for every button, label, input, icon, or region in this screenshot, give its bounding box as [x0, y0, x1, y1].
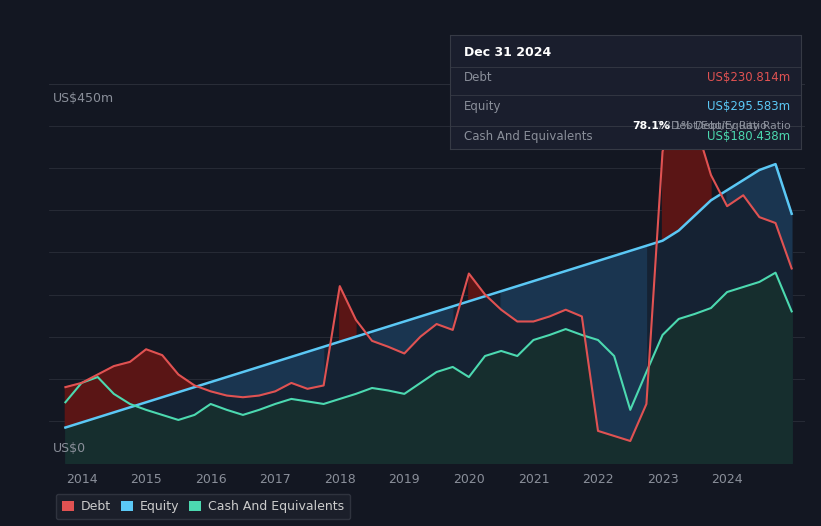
Text: 78.1% Debt/Equity Ratio: 78.1% Debt/Equity Ratio	[657, 122, 791, 132]
Text: US$180.438m: US$180.438m	[707, 130, 791, 144]
Legend: Debt, Equity, Cash And Equivalents: Debt, Equity, Cash And Equivalents	[56, 493, 350, 519]
Text: US$295.583m: US$295.583m	[707, 100, 791, 113]
Text: US$230.814m: US$230.814m	[707, 72, 791, 84]
Text: US$450m: US$450m	[53, 92, 114, 105]
Text: US$0: US$0	[53, 442, 86, 456]
Text: Cash And Equivalents: Cash And Equivalents	[464, 130, 592, 144]
Text: Debt/Equity Ratio: Debt/Equity Ratio	[671, 122, 767, 132]
Text: Debt: Debt	[464, 72, 493, 84]
Text: Dec 31 2024: Dec 31 2024	[464, 46, 551, 59]
Text: Equity: Equity	[464, 100, 501, 113]
Text: 78.1%: 78.1%	[632, 122, 670, 132]
